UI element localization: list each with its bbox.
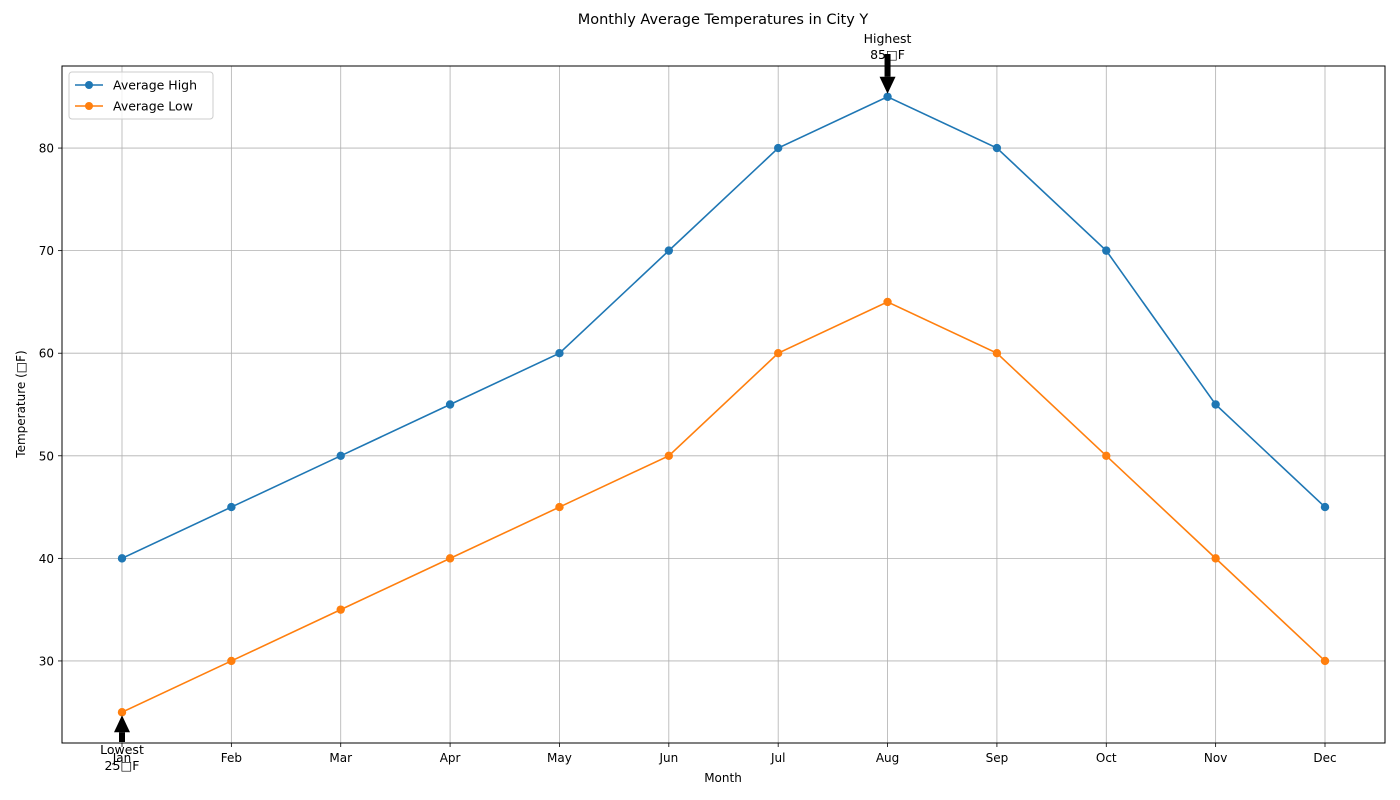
x-tick-label: Aug [876, 751, 899, 765]
annotation-arrowhead [879, 76, 896, 94]
legend: Average High Average Low [68, 71, 214, 120]
y-tick-label: 70 [39, 244, 54, 258]
annotation-label-line2: 25□F [105, 758, 140, 773]
x-tick-label: Feb [221, 751, 242, 765]
y-tick-label: 50 [39, 449, 54, 463]
annotation-arrowhead [114, 715, 130, 733]
data-point-high [227, 502, 236, 512]
data-point-high [1211, 400, 1220, 409]
plot-frame [61, 65, 1386, 744]
x-tick-label: May [547, 751, 572, 765]
x-axis-label: Month [704, 771, 742, 785]
data-point-high [1102, 246, 1111, 255]
y-tick-label: 80 [39, 142, 54, 156]
x-tick-label: Jan [112, 751, 132, 765]
x-tick-label: Sep [986, 751, 1009, 765]
chart-title: Monthly Average Temperatures in City Y [578, 12, 869, 28]
y-tick-label: 30 [39, 654, 54, 668]
data-point-low [664, 451, 674, 460]
data-point-low [227, 656, 236, 666]
annotation-label-line2: 85□F [870, 47, 905, 62]
data-point-high [992, 143, 1002, 153]
legend-marker-low [85, 102, 93, 110]
data-point-high [555, 349, 564, 358]
x-tick-label: Apr [440, 751, 461, 765]
y-tick-label: 60 [39, 347, 54, 361]
series-high [117, 92, 1330, 563]
data-point-low [883, 297, 892, 307]
annotation-arrow-shaft [884, 54, 891, 77]
legend-entry-high: Average High [75, 78, 197, 93]
data-point-low [1102, 451, 1111, 460]
x-tick-label: Mar [329, 751, 352, 765]
data-point-low [1320, 656, 1330, 666]
axis-ticks: Jan Feb Mar Apr May Jun Jul Aug Sep Oct Nov Dec 30 40… [39, 142, 1337, 765]
data-point-high [445, 400, 455, 409]
x-tick-label: Oct [1096, 751, 1117, 765]
legend-label-high: Average High [113, 78, 197, 93]
annotation-label-line1: Highest [864, 31, 912, 46]
x-tick-label: Jul [770, 751, 785, 765]
data-point-high [117, 554, 127, 563]
legend-label-low: Average Low [113, 99, 193, 114]
data-point-high [1320, 502, 1330, 512]
data-point-low [336, 605, 345, 614]
legend-marker-high [85, 81, 93, 89]
annotation-label-line1: Lowest [100, 742, 144, 757]
legend-box [68, 71, 214, 120]
y-axis-label: Temperature (□F) [14, 350, 28, 458]
y-tick-label: 40 [39, 552, 54, 566]
grid [62, 66, 1385, 743]
legend-entry-low: Average Low [75, 99, 193, 114]
data-point-low [992, 349, 1002, 358]
x-tick-label: Dec [1313, 751, 1336, 765]
x-tick-label: Nov [1204, 751, 1227, 765]
data-point-low [117, 708, 127, 717]
annotation-arrow-shaft [119, 732, 125, 742]
data-point-low [555, 502, 564, 512]
series-line-high [121, 95, 1326, 560]
data-point-high [883, 92, 892, 101]
data-point-low [1211, 554, 1220, 563]
data-point-low [773, 349, 783, 358]
data-point-high [773, 143, 783, 153]
data-point-high [664, 246, 674, 255]
data-point-high [336, 451, 345, 460]
data-point-low [445, 554, 455, 563]
series-line-low [121, 301, 1326, 713]
series-low [117, 297, 1330, 717]
x-tick-label: Jun [658, 751, 678, 765]
series-layer [117, 92, 1330, 717]
